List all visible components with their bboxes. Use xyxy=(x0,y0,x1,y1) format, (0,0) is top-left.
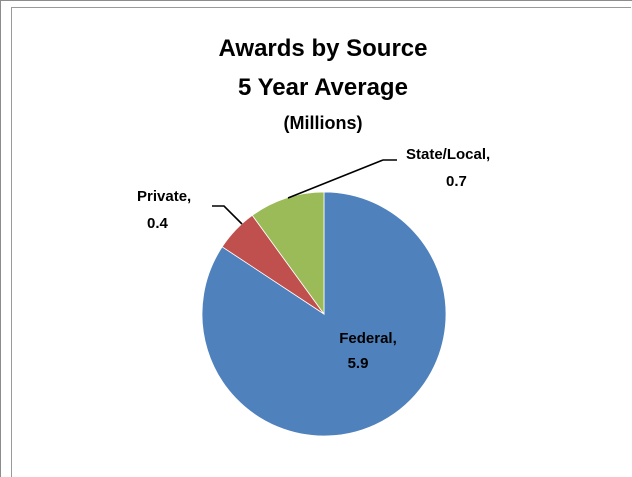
chart-title-line-2: 5 Year Average xyxy=(238,74,408,101)
data-label-private-name: Private, xyxy=(137,188,191,205)
data-label-private-value: 0.4 xyxy=(147,215,169,232)
pie-slices xyxy=(201,191,447,437)
pie-slice-state-local xyxy=(251,191,325,316)
data-label-state-local-name: State/Local, xyxy=(406,146,490,163)
leader-line-private xyxy=(212,205,243,225)
leader-line-state-local xyxy=(287,159,397,199)
data-label-federal-name: Federal, xyxy=(339,330,397,347)
data-label-state-local-value: 0.7 xyxy=(446,173,467,190)
chart-title-line-3: (Millions) xyxy=(284,113,363,133)
data-label-federal-value: 5.9 xyxy=(348,355,369,372)
chart-title-line-1: Awards by Source xyxy=(219,35,428,62)
